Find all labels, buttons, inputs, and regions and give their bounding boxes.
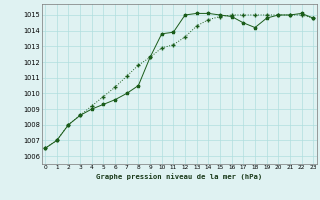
X-axis label: Graphe pression niveau de la mer (hPa): Graphe pression niveau de la mer (hPa)	[96, 173, 262, 180]
